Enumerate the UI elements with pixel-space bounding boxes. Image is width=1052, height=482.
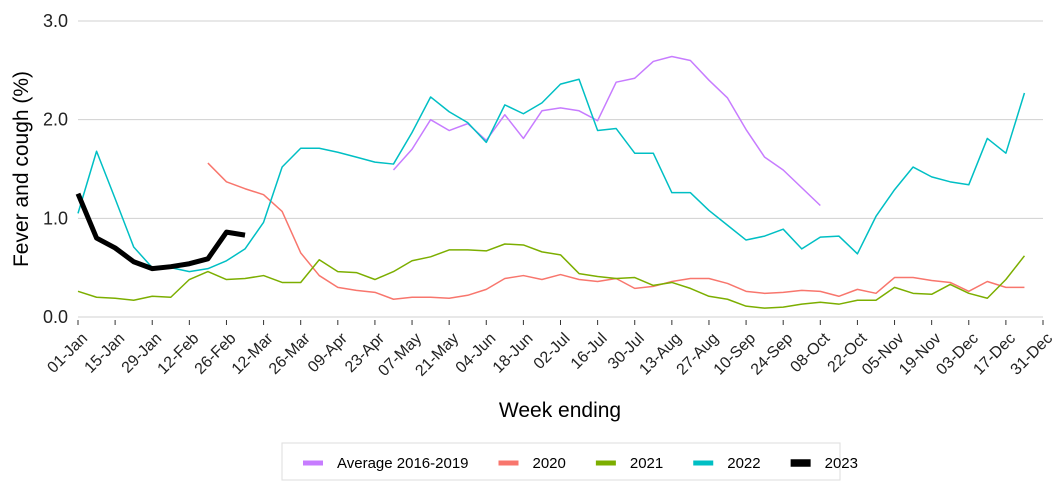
x-tick-label: 08-Oct [787, 330, 833, 376]
legend-label: 2023 [825, 455, 858, 472]
x-tick-label: 26-Mar [266, 330, 314, 378]
x-tick-label: 24-Sep [748, 330, 797, 379]
y-tick-label: 3.0 [43, 11, 68, 31]
legend-label: Average 2016-2019 [337, 455, 469, 472]
x-tick-label: 18-Jun [490, 330, 537, 377]
x-tick-label: 31-Dec [1008, 330, 1052, 378]
y-tick-label: 0.0 [43, 307, 68, 327]
series-line [75, 192, 246, 272]
legend-label: 2022 [727, 455, 760, 472]
y-tick-label: 1.0 [43, 208, 68, 228]
x-tick-label: 09-Apr [305, 330, 351, 376]
x-tick-label: 16-Jul [568, 330, 611, 373]
legend-box [281, 442, 841, 481]
x-tick-label: 15-Jan [82, 330, 129, 377]
x-tick-label: 01-Jan [44, 330, 91, 377]
series-line [77, 243, 1026, 309]
y-axis-title: Fever and cough (%) [10, 71, 33, 267]
series-line [77, 78, 1026, 273]
x-tick-label: 02-Jul [531, 330, 574, 373]
series-line [392, 55, 821, 207]
x-tick-label: 04-Jun [453, 330, 500, 377]
y-tick-label: 2.0 [43, 110, 68, 130]
legend-label: 2021 [630, 455, 663, 472]
legend-label: 2020 [533, 455, 566, 472]
x-axis-title: Week ending [499, 399, 621, 422]
